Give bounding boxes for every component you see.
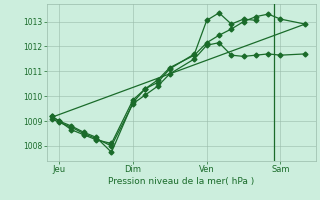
X-axis label: Pression niveau de la mer( hPa ): Pression niveau de la mer( hPa ): [108, 177, 254, 186]
